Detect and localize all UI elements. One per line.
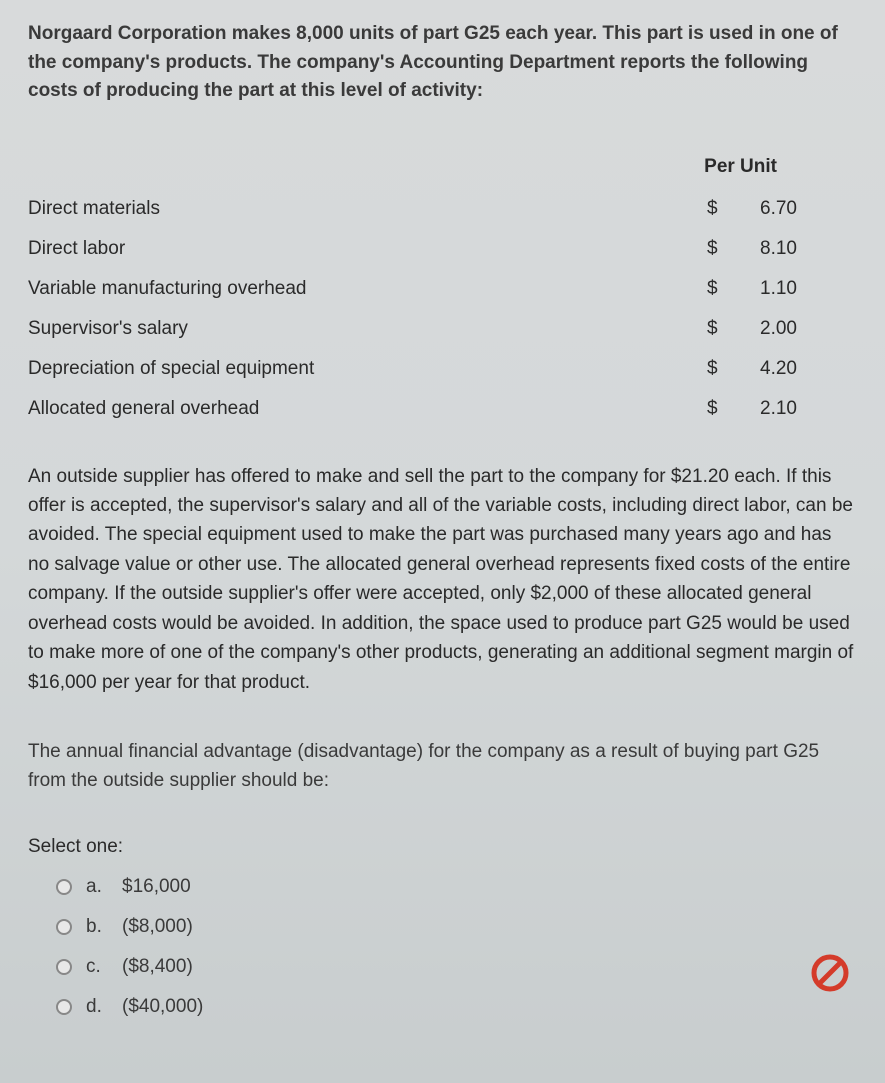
row-value: $ 8.10: [707, 238, 797, 260]
cost-table: Per Unit Direct materials $ 6.70 Direct …: [28, 156, 857, 420]
row-value: $ 4.20: [707, 358, 797, 380]
table-row: Supervisor's salary $ 2.00: [28, 318, 857, 340]
prohibit-icon: [810, 953, 850, 993]
amount: 8.10: [760, 238, 797, 260]
option-letter: c.: [86, 956, 106, 978]
amount: 2.10: [760, 398, 797, 420]
currency-symbol: $: [707, 238, 718, 260]
table-header: Per Unit: [28, 156, 857, 178]
row-value: $ 1.10: [707, 278, 797, 300]
option-text: ($8,400): [122, 956, 193, 978]
table-row: Depreciation of special equipment $ 4.20: [28, 358, 857, 380]
currency-symbol: $: [707, 278, 718, 300]
amount: 4.20: [760, 358, 797, 380]
radio-icon[interactable]: [56, 999, 72, 1015]
currency-symbol: $: [707, 198, 718, 220]
currency-symbol: $: [707, 318, 718, 340]
option-a[interactable]: a. $16,000: [56, 876, 857, 898]
radio-icon[interactable]: [56, 959, 72, 975]
options-group: a. $16,000 b. ($8,000) c. ($8,400) d. ($…: [28, 876, 857, 1018]
option-text: ($40,000): [122, 996, 203, 1018]
option-b[interactable]: b. ($8,000): [56, 916, 857, 938]
option-text: ($8,000): [122, 916, 193, 938]
table-row: Variable manufacturing overhead $ 1.10: [28, 278, 857, 300]
amount: 1.10: [760, 278, 797, 300]
currency-symbol: $: [707, 398, 718, 420]
option-text: $16,000: [122, 876, 191, 898]
row-value: $ 2.00: [707, 318, 797, 340]
option-letter: b.: [86, 916, 106, 938]
row-label: Variable manufacturing overhead: [28, 278, 307, 300]
amount: 2.00: [760, 318, 797, 340]
question-text: The annual financial advantage (disadvan…: [28, 737, 857, 796]
amount: 6.70: [760, 198, 797, 220]
row-label: Depreciation of special equipment: [28, 358, 314, 380]
option-letter: a.: [86, 876, 106, 898]
radio-icon[interactable]: [56, 919, 72, 935]
row-value: $ 6.70: [707, 198, 797, 220]
option-letter: d.: [86, 996, 106, 1018]
per-unit-header: Per Unit: [704, 156, 777, 178]
currency-symbol: $: [707, 358, 718, 380]
explanation-text: An outside supplier has offered to make …: [28, 462, 857, 698]
table-row: Allocated general overhead $ 2.10: [28, 398, 857, 420]
row-label: Allocated general overhead: [28, 398, 259, 420]
problem-intro: Norgaard Corporation makes 8,000 units o…: [28, 20, 857, 106]
table-row: Direct labor $ 8.10: [28, 238, 857, 260]
radio-icon[interactable]: [56, 879, 72, 895]
row-label: Direct labor: [28, 238, 125, 260]
select-one-label: Select one:: [28, 836, 857, 858]
option-c[interactable]: c. ($8,400): [56, 956, 857, 978]
option-d[interactable]: d. ($40,000): [56, 996, 857, 1018]
row-label: Supervisor's salary: [28, 318, 188, 340]
row-label: Direct materials: [28, 198, 160, 220]
table-row: Direct materials $ 6.70: [28, 198, 857, 220]
row-value: $ 2.10: [707, 398, 797, 420]
